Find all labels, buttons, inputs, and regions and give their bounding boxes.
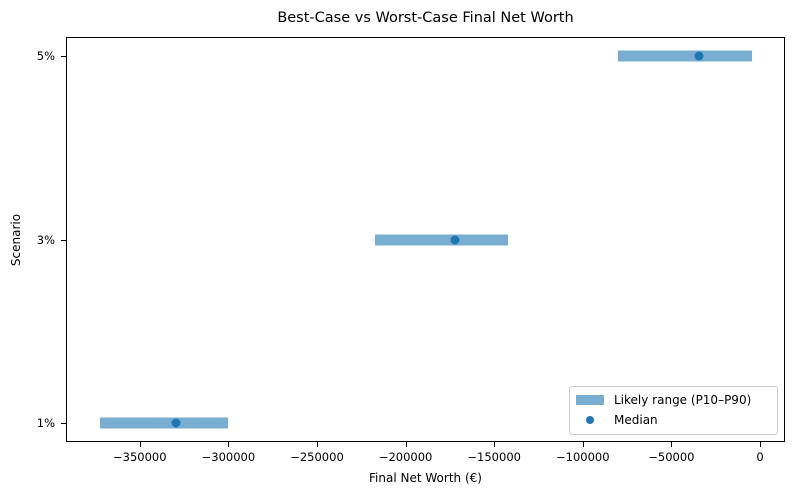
legend-item-median: Median	[576, 413, 658, 427]
x-tick	[228, 442, 230, 447]
x-tick-label: −300000	[201, 450, 256, 464]
x-tick	[671, 442, 673, 447]
x-tick-label: −250000	[290, 450, 344, 464]
y-tick	[61, 423, 66, 424]
legend: Likely range (P10–P90) Median	[569, 386, 778, 435]
legend-label-range: Likely range (P10–P90)	[614, 393, 752, 407]
plot-area	[66, 37, 785, 442]
x-tick-label: −100000	[556, 450, 610, 464]
y-axis-label: Scenario	[9, 213, 23, 267]
y-tick	[61, 56, 66, 57]
x-tick	[760, 442, 761, 447]
legend-item-range: Likely range (P10–P90)	[576, 393, 751, 407]
range-swatch-icon	[576, 395, 604, 405]
y-tick-label: 5%	[36, 49, 55, 63]
x-tick	[317, 442, 318, 447]
x-axis-label: Final Net Worth (€)	[369, 471, 482, 485]
range-bar	[99, 417, 229, 429]
y-tick	[61, 240, 66, 241]
x-tick	[405, 442, 407, 447]
y-tick-label: 1%	[36, 416, 55, 430]
x-tick-label: −50000	[648, 450, 695, 464]
x-tick-label: 0	[756, 450, 764, 464]
chart-title: Best-Case vs Worst-Case Final Net Worth	[277, 10, 574, 26]
median-marker	[171, 418, 181, 428]
x-tick-label: −150000	[467, 450, 521, 464]
x-tick	[139, 442, 141, 447]
legend-label-median: Median	[614, 413, 658, 427]
median-marker	[694, 51, 704, 61]
range-bar	[618, 50, 753, 62]
median-dot-icon	[586, 416, 594, 424]
median-marker	[450, 235, 460, 245]
x-tick-label: −350000	[113, 450, 167, 464]
range-bar	[374, 234, 508, 246]
x-tick	[582, 442, 584, 447]
x-tick	[494, 442, 496, 447]
x-tick-label: −200000	[378, 450, 433, 464]
y-tick-label: 3%	[36, 233, 55, 247]
